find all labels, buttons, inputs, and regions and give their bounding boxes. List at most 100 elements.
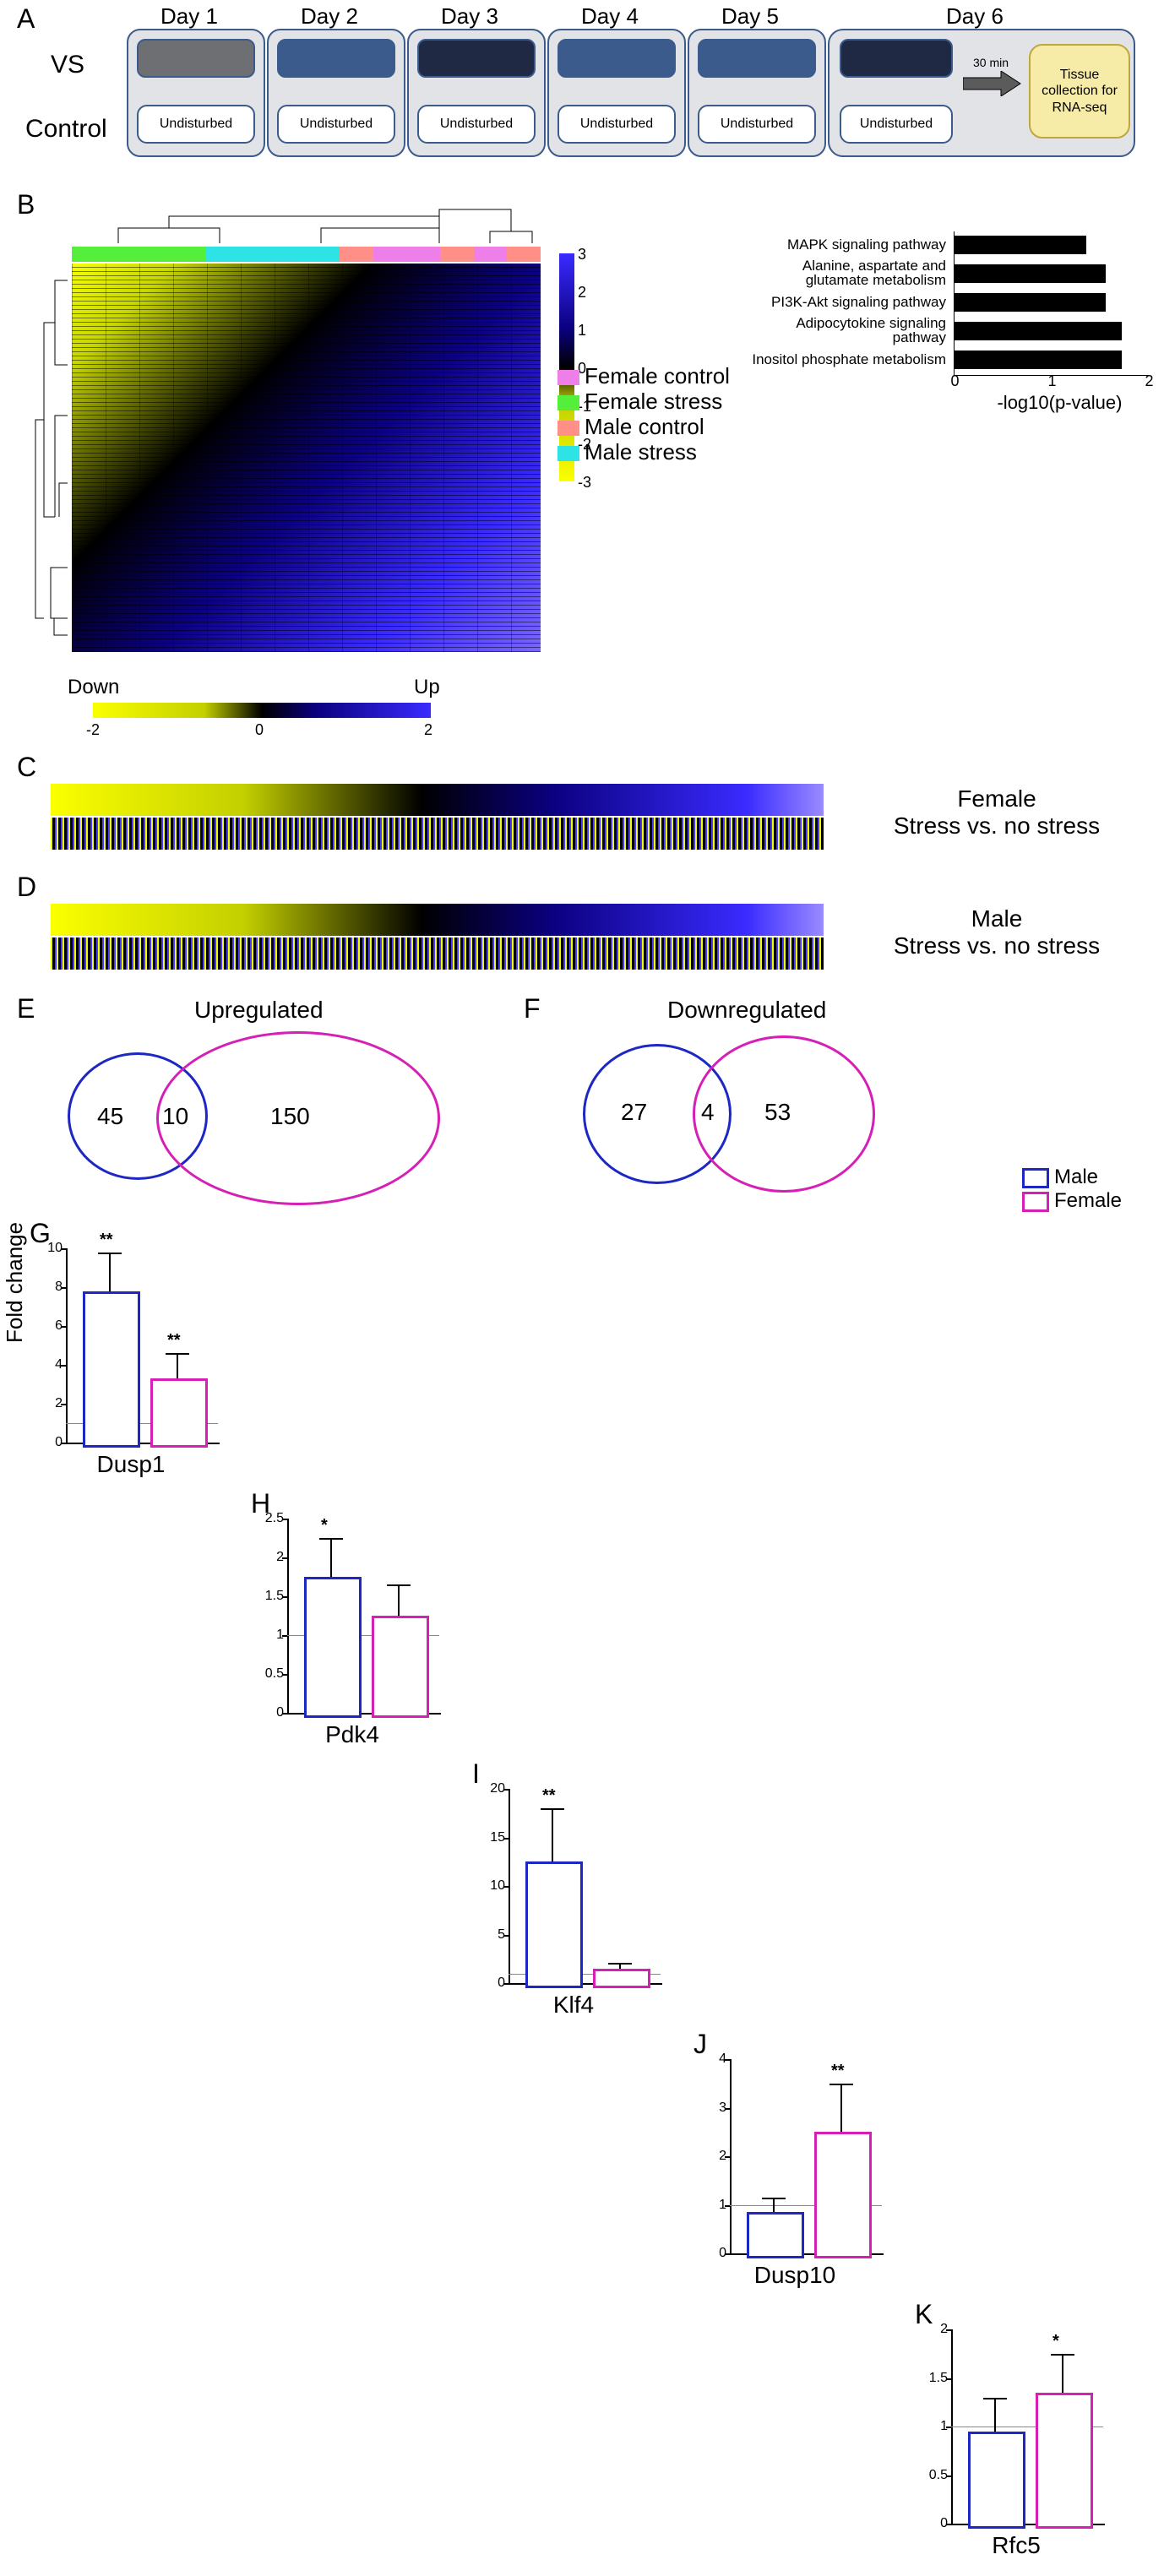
control-box: Undisturbed (277, 105, 395, 144)
significance-marker: * (321, 1516, 328, 1535)
group-cell (106, 247, 139, 262)
arrow-note: 30 min (973, 56, 1009, 69)
pathway-xtick: 0 (950, 372, 959, 390)
venn-overlap-count: 10 (162, 1103, 188, 1130)
vs-bar (417, 39, 536, 78)
ytick: 2 (41, 1396, 63, 1411)
ytick: 0 (704, 2246, 726, 2261)
barchart-Dusp1: G0246810****Dusp1 (25, 1225, 237, 1495)
legend-row: Female control (558, 363, 730, 389)
panel-label: I (472, 1758, 480, 1790)
horizontal-colorbar (93, 703, 431, 718)
legend-row: Female stress (558, 389, 730, 414)
bar (304, 1577, 362, 1718)
colorbar-tick: 1 (578, 322, 586, 340)
legend-swatch (558, 370, 579, 385)
legend-swatch (558, 421, 579, 436)
colorbar-tick: -3 (578, 474, 591, 492)
strip-c-label: Female Stress vs. no stress (870, 785, 1123, 840)
legend-row: Male control (558, 414, 730, 439)
panel-label-e: E (17, 993, 35, 1024)
venn-male-count: 27 (621, 1099, 647, 1126)
ytick: 2 (704, 2149, 726, 2164)
gene-label: Dusp1 (25, 1451, 237, 1478)
group-legend: Female controlFemale stressMale controlM… (558, 363, 730, 465)
ytick: 3 (704, 2100, 726, 2116)
ytick: 2 (262, 1550, 284, 1565)
bar (83, 1291, 140, 1448)
venn-upregulated: 45 10 150 (68, 1027, 456, 1213)
panel-a-timeline: VSControlDay 1UndisturbedDay 2Undisturbe… (51, 3, 1140, 172)
group-cell (72, 247, 106, 262)
legend-row: Male stress (558, 439, 730, 465)
ytick: 15 (483, 1830, 505, 1845)
bar (525, 1861, 583, 1988)
venn-e-title: Upregulated (194, 997, 324, 1024)
strip-d-label: Male Stress vs. no stress (870, 905, 1123, 959)
scale-label-down: Down (68, 676, 119, 699)
group-cell (406, 247, 440, 262)
scale-label-up: Up (414, 676, 440, 699)
row-label-control: Control (25, 115, 107, 144)
venn-female-count: 150 (270, 1103, 310, 1130)
day-label: Day 4 (581, 3, 639, 30)
dendrogram-left (25, 264, 68, 652)
bar (1036, 2393, 1093, 2529)
group-cell (273, 247, 307, 262)
gene-label: Dusp10 (689, 2262, 900, 2289)
control-box: Undisturbed (840, 105, 953, 144)
horizontal-colorbar-ticks: -202 (93, 721, 431, 738)
venn-f-title: Downregulated (667, 997, 826, 1024)
row-label-vs: VS (51, 51, 84, 79)
group-cell (139, 247, 172, 262)
day-label: Day 1 (160, 3, 218, 30)
ytick: 0 (41, 1435, 63, 1450)
significance-marker: ** (831, 2062, 845, 2081)
ytick: 8 (41, 1280, 63, 1295)
group-cell (474, 247, 508, 262)
bar (747, 2212, 804, 2258)
ytick: 1.5 (926, 2371, 948, 2386)
control-box: Undisturbed (417, 105, 536, 144)
legend-swatch-female (1022, 1192, 1049, 1212)
gene-label: Klf4 (468, 1992, 679, 2019)
panel-label-b: B (17, 189, 35, 220)
group-cell (373, 247, 407, 262)
barchart-Rfc5: K00.511.52*Rfc5 (911, 2306, 1122, 2576)
arrow-icon (963, 71, 1022, 96)
vs-bar (698, 39, 816, 78)
group-cell (440, 247, 474, 262)
colorbar-tick: 2 (578, 284, 586, 302)
day-label: Day 3 (441, 3, 498, 30)
significance-marker: ** (100, 1231, 113, 1250)
ytick: 20 (483, 1781, 505, 1796)
control-box: Undisturbed (698, 105, 816, 144)
colorbar-tick: 3 (578, 246, 586, 264)
ytick: 10 (41, 1241, 63, 1256)
vs-bar (277, 39, 395, 78)
vs-bar (840, 39, 953, 78)
rna-seq-box: Tissue collection for RNA-seq (1029, 44, 1130, 139)
ytick: 0 (926, 2516, 948, 2531)
ytick: 6 (41, 1318, 63, 1334)
significance-marker: ** (167, 1331, 181, 1350)
ytick: 0 (262, 1705, 284, 1720)
venn-downregulated: 27453 (574, 1027, 921, 1213)
pathway-bar (955, 322, 1122, 340)
legend-label: Male stress (585, 439, 697, 465)
pathway-xtick: 1 (1047, 372, 1056, 390)
ytick: 1 (262, 1628, 284, 1643)
ytick: 0.5 (262, 1666, 284, 1682)
group-cell (239, 247, 273, 262)
group-cell (306, 247, 340, 262)
control-box: Undisturbed (558, 105, 676, 144)
strip-d-top (51, 904, 824, 936)
panel-label-a: A (17, 3, 35, 35)
ytick: 2.5 (262, 1511, 284, 1526)
venn-male-count: 45 (97, 1103, 123, 1130)
barchart-Klf4: I05101520**Klf4 (468, 1765, 679, 2035)
gene-label: Rfc5 (911, 2532, 1122, 2559)
strip-c-top (51, 784, 824, 816)
legend-swatch (558, 446, 579, 461)
pathway-bar (955, 236, 1085, 254)
